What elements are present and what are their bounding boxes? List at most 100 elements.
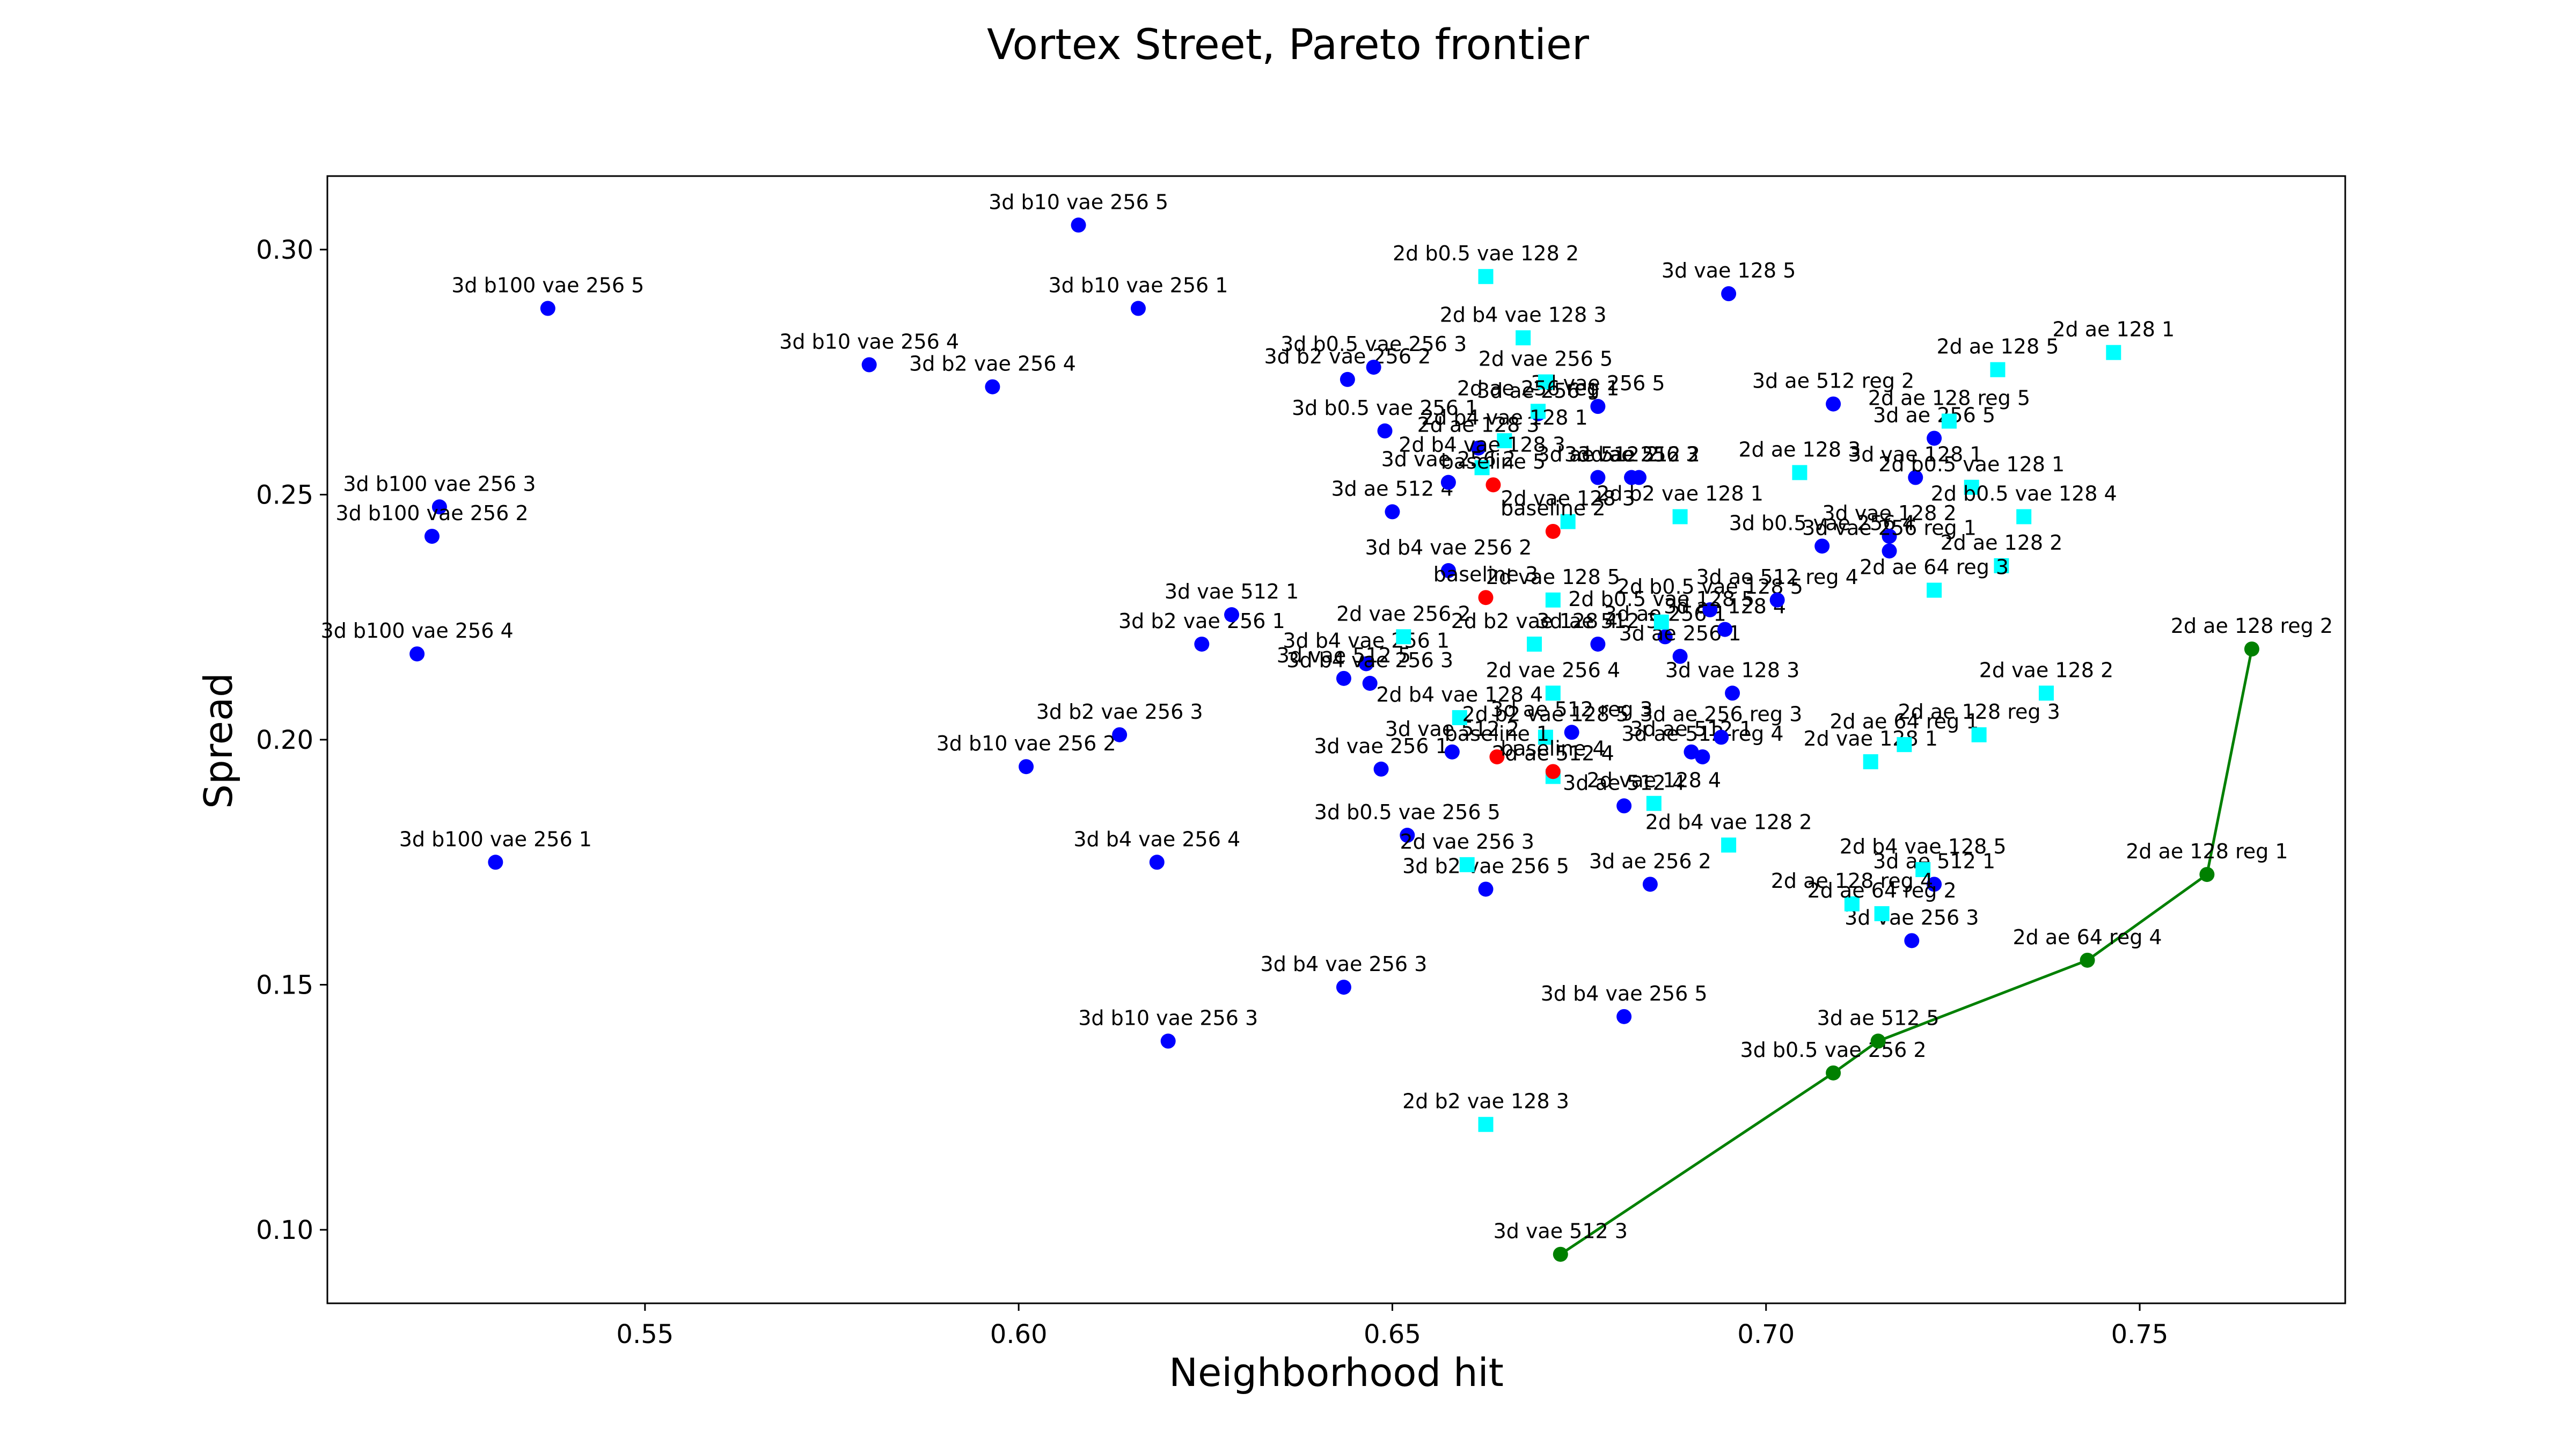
data-point: [1545, 764, 1561, 779]
point-label: 3d vae 128 2: [1822, 501, 1956, 525]
point-label: 2d b2 vae 128 1: [1597, 482, 1763, 506]
x-tick-label: 0.60: [990, 1319, 1048, 1349]
data-point: [1112, 727, 1128, 742]
data-point: [2199, 867, 2215, 882]
data-point: [861, 357, 877, 373]
data-point: [431, 499, 447, 515]
point-label: 2d vae 256 2: [1336, 602, 1470, 625]
data-point: [1994, 558, 2009, 573]
data-point: [1545, 592, 1561, 608]
point-label: baseline 2: [1501, 497, 1605, 520]
point-label: 3d b100 vae 256 1: [399, 827, 592, 851]
data-point: [1545, 523, 1561, 539]
data-point: [1874, 906, 1890, 922]
data-point: [1478, 881, 1494, 897]
data-point: [1695, 749, 1710, 764]
y-axis-label: Spread: [196, 673, 241, 809]
point-label: 3d b4 vae 256 1: [1283, 629, 1450, 652]
point-label: 2d vae 256 5: [1479, 347, 1613, 370]
data-point: [1194, 636, 1210, 652]
point-label: 3d ae 512 5: [1817, 1006, 1940, 1030]
point-label: 3d b10 vae 256 1: [1048, 274, 1228, 297]
point-label: 2d b4 vae 128 4: [1376, 683, 1543, 706]
data-point: [1684, 744, 1699, 760]
data-point: [1863, 754, 1878, 770]
data-point: [1385, 504, 1400, 520]
point-label: 3d vae 256 1: [1314, 734, 1448, 758]
data-point: [1358, 656, 1374, 672]
data-point: [1336, 670, 1351, 686]
data-point: [1721, 837, 1737, 853]
point-label: 2d ae 128 5: [1936, 335, 2059, 359]
data-point: [1497, 433, 1512, 449]
point-label: 2d b4 vae 128 2: [1645, 810, 1812, 834]
data-point: [1400, 828, 1415, 843]
plot-marks: 3d b100 vae 256 5 3d b100 vae 256 3 3d b10…: [321, 190, 2333, 1262]
data-point: [1927, 431, 1942, 446]
point-label: 3d vae 256 3: [1845, 906, 1979, 929]
data-point: [1516, 330, 1531, 346]
point-label: 3d b100 vae 256 2: [335, 501, 528, 525]
data-point: [1721, 286, 1737, 302]
point-label: 2d ae 64 reg 1: [1829, 710, 1979, 733]
data-point: [1631, 470, 1646, 485]
point-label: 3d b4 vae 256 2: [1365, 536, 1532, 559]
point-label: 2d ae 128 2: [1940, 531, 2062, 554]
point-label: 2d ae 128 reg 4: [1771, 869, 1933, 893]
data-point: [1478, 590, 1494, 605]
point-label: 3d vae 256 2: [1381, 448, 1516, 471]
data-point: [1642, 877, 1658, 892]
data-point: [1590, 399, 1606, 414]
point-label: 2d vae 128 4: [1587, 769, 1721, 792]
data-point: [1366, 360, 1381, 375]
data-point: [1702, 602, 1718, 618]
point-label: 2d ae 128 reg 5: [1868, 386, 2030, 410]
point-label: 3d b100 vae 256 4: [321, 619, 514, 643]
point-label: 2d ae 128 reg 3: [1898, 700, 2060, 724]
data-point: [1340, 371, 1355, 387]
point-label: 2d ae 512 4: [1492, 741, 1614, 765]
x-axis-label: Neighborhood hit: [1169, 1350, 1504, 1395]
data-point: [1336, 980, 1351, 995]
data-point: [2106, 345, 2121, 360]
point-label: 3d ae 512 reg 4: [1696, 565, 1858, 589]
data-point: [2016, 509, 2032, 524]
data-point: [2038, 685, 2054, 701]
point-label: baseline 4: [1501, 736, 1605, 760]
data-point: [1826, 1065, 1841, 1081]
point-label: 3d b2 vae 256 3: [1036, 700, 1203, 724]
point-label: 3d b2 vae 256 4: [909, 352, 1076, 376]
point-label: 3d ae 512 4: [1563, 771, 1685, 794]
data-point: [540, 301, 555, 316]
data-point: [1882, 543, 1897, 559]
point-label: 2d ae 128 3: [1417, 413, 1540, 437]
point-label: 3d vae 128 1: [1848, 443, 1982, 466]
point-label: 3d b0.5 vae 256 1: [1292, 396, 1478, 420]
frontier-line: [1560, 648, 2253, 1256]
point-label: 3d b2 vae 256 5: [1402, 854, 1569, 878]
data-point: [1560, 514, 1576, 529]
point-label: 2d b0.5 vae 128 4: [1931, 482, 2117, 506]
data-point: [1882, 529, 1897, 544]
point-label: 2d b2 vae 128 3: [1402, 1090, 1569, 1113]
point-label: 3d b10 vae 256 2: [936, 732, 1116, 755]
data-point: [1657, 629, 1673, 645]
y-axis: 0.10 0.15 0.20 0.25 0.30: [256, 235, 327, 1245]
y-tick-label: 0.30: [256, 235, 313, 265]
point-label: 3d b100 vae 256 5: [451, 274, 644, 297]
point-label: 2d ae 64 reg 3: [1860, 556, 2009, 579]
data-point: [1538, 374, 1553, 390]
point-label: 3d ae 512 reg 3: [1491, 697, 1653, 721]
point-label: 3d vae 128 5: [1662, 259, 1796, 282]
point-label: 3d ae 256 5: [1873, 403, 1995, 427]
data-point: [1646, 796, 1662, 811]
point-label: 3d b4 vae 256 3: [1286, 648, 1453, 672]
point-label: 3d ae 512 reg 4: [1621, 722, 1783, 746]
data-point: [1725, 685, 1740, 701]
data-point: [1130, 301, 1146, 316]
data-point: [1459, 857, 1475, 872]
point-label: 3d ae 512 1: [1630, 717, 1753, 741]
series-2: baseline 5 baseline 2 baseline 3 baseline 1…: [1433, 450, 1606, 779]
point-label: 3d ae 512 2: [1578, 443, 1700, 466]
data-point: [1553, 1246, 1568, 1262]
